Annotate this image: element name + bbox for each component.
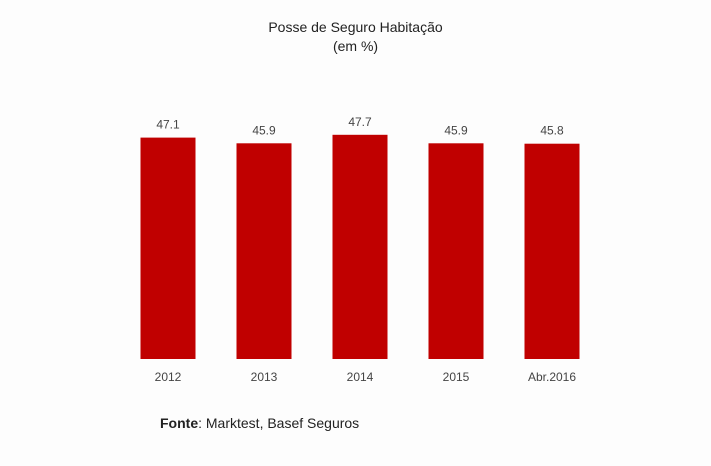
x-tick-label: Abr.2016 [528,370,576,384]
x-tick-label: 2013 [251,370,278,384]
source-text: : Marktest, Basef Seguros [198,415,360,431]
data-label: 45.8 [540,124,564,138]
x-tick-label: 2015 [443,370,470,384]
data-label: 47.7 [348,115,372,129]
bar-2012 [140,137,196,359]
bar-2014 [332,134,388,359]
bar-2013 [236,143,292,359]
x-tick-label: 2014 [347,370,374,384]
chart-title: Posse de Seguro Habitação [268,19,443,35]
chart-subtitle: (em %) [332,38,379,54]
data-label: 45.9 [252,123,276,137]
bar-abr-2016 [524,143,580,359]
bar-2015 [428,143,484,359]
source-note: Fonte: Marktest, Basef Seguros [160,415,359,431]
data-label: 47.1 [156,118,180,132]
x-tick-label: 2012 [155,370,182,384]
data-label: 45.9 [444,123,468,137]
source-label: Fonte [160,415,199,431]
chart-title-block: Posse de Seguro Habitação (em %) [0,18,711,56]
